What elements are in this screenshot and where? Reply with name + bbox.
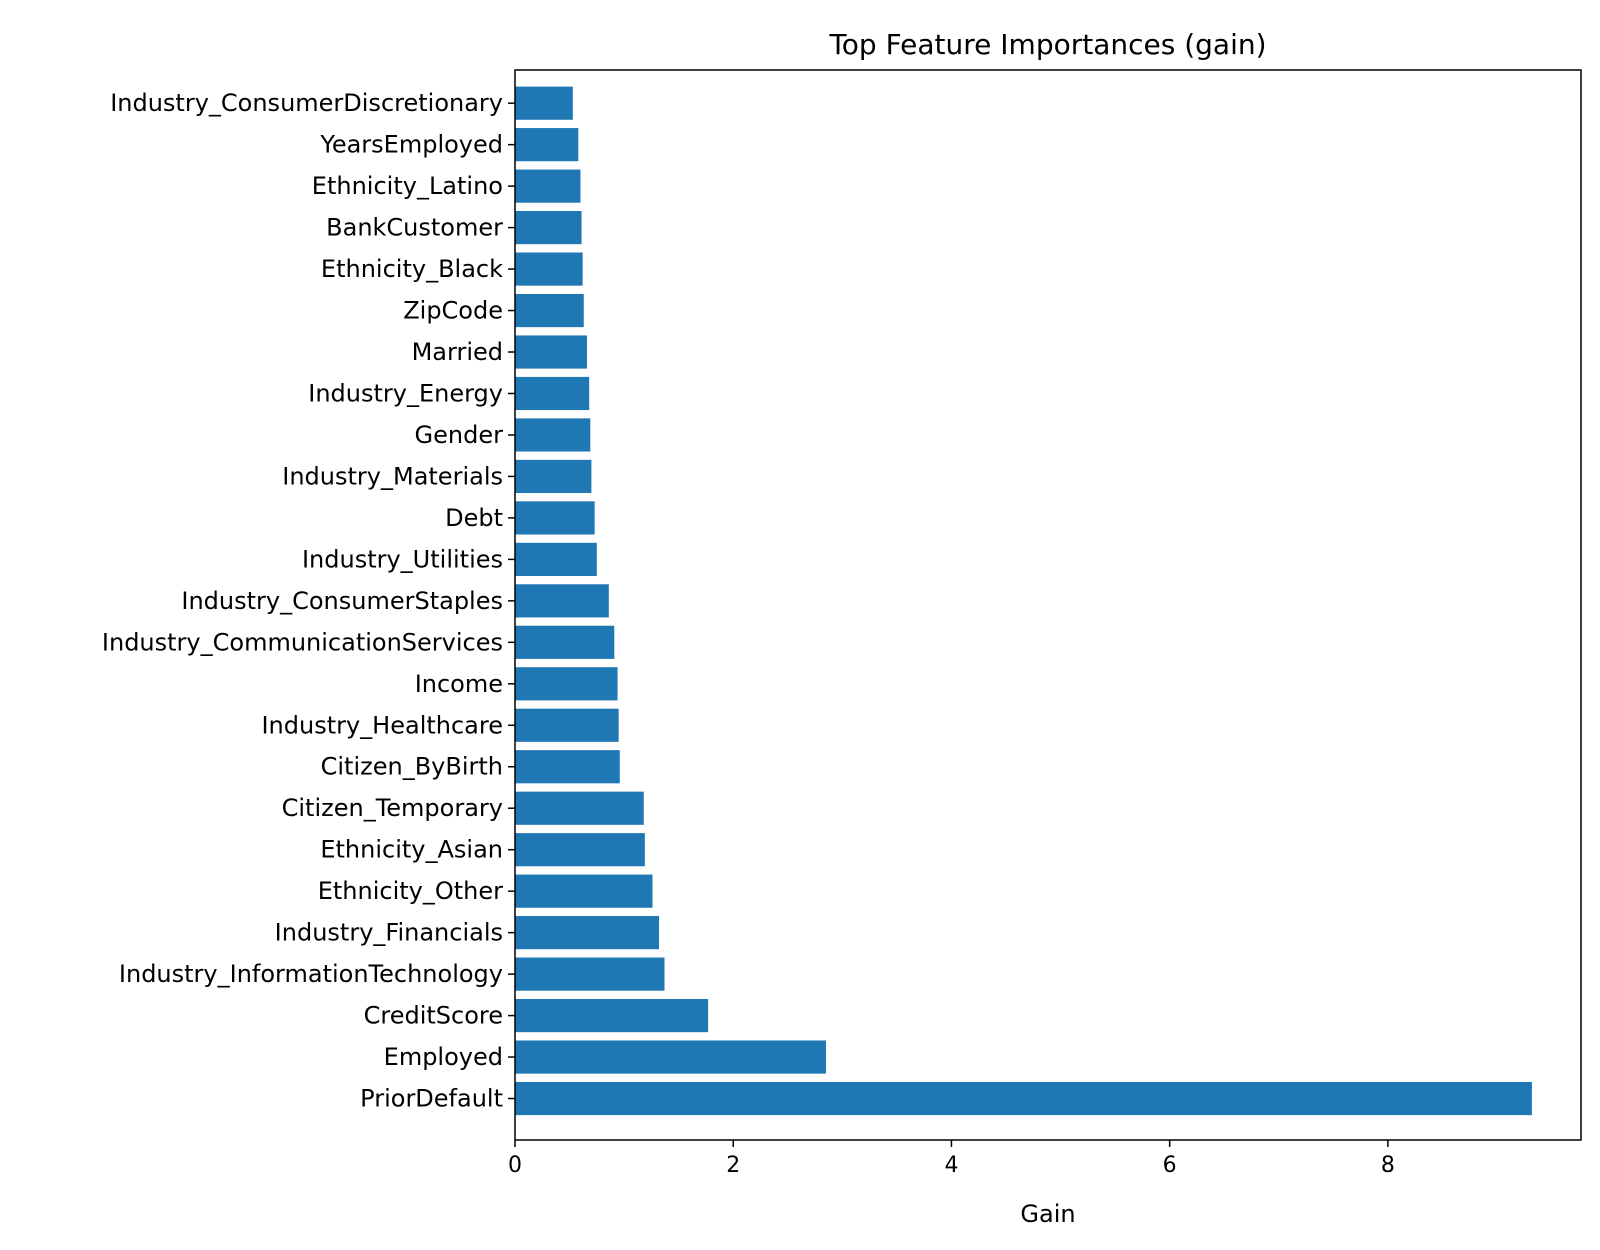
- y-label-citizen-bybirth: Citizen_ByBirth: [321, 753, 503, 781]
- bar-ethnicity-latino: [515, 169, 581, 203]
- bar-employed: [515, 1040, 826, 1074]
- chart-title: Top Feature Importances (gain): [828, 28, 1266, 61]
- bar-industry-materials: [515, 459, 592, 494]
- y-label-industry-financials: Industry_Financials: [275, 919, 503, 947]
- bar-citizen-temporary: [515, 791, 644, 825]
- y-label-industry-utilities: Industry_Utilities: [302, 545, 503, 573]
- bar-gender: [515, 418, 591, 452]
- bar-industry-consumerdiscretionary: [515, 86, 573, 120]
- x-axis-ticks: 0 2 4 6 8: [508, 1140, 1395, 1178]
- bar-industry-informationtechnology: [515, 957, 665, 991]
- y-label-gender: Gender: [415, 421, 504, 449]
- bar-bankcustomer: [515, 211, 582, 245]
- x-tick-label: 0: [508, 1153, 522, 1178]
- y-label-industry-communicationservices: Industry_CommunicationServices: [102, 628, 503, 656]
- y-label-income: Income: [415, 670, 503, 698]
- y-label-ethnicity-latino: Ethnicity_Latino: [312, 172, 503, 200]
- bar-citizen-bybirth: [515, 750, 620, 784]
- bar-industry-energy: [515, 376, 590, 411]
- y-label-debt: Debt: [445, 504, 503, 532]
- bar-industry-consumerstaples: [515, 584, 609, 618]
- bar-married: [515, 335, 588, 369]
- y-label-citizen-temporary: Citizen_Temporary: [282, 794, 503, 822]
- y-label-zipcode: ZipCode: [403, 297, 503, 325]
- y-label-bankcustomer: BankCustomer: [326, 214, 503, 242]
- y-label-ethnicity-asian: Ethnicity_Asian: [320, 836, 503, 864]
- x-axis-title: Gain: [1020, 1200, 1075, 1228]
- x-tick-label: 2: [726, 1153, 740, 1178]
- x-tick-label: 6: [1163, 1153, 1177, 1178]
- bar-creditscore: [515, 998, 709, 1033]
- x-tick-label: 8: [1381, 1153, 1395, 1178]
- x-tick-label: 4: [944, 1153, 958, 1178]
- y-label-employed: Employed: [384, 1043, 503, 1071]
- y-label-yearsemployed: YearsEmployed: [319, 131, 503, 159]
- y-axis-labels: PriorDefault Employed CreditScore Industry_…: [102, 89, 515, 1113]
- plot-frame: [514, 69, 1582, 1141]
- bar-industry-financials: [515, 916, 660, 950]
- y-label-ethnicity-other: Ethnicity_Other: [318, 877, 503, 905]
- y-label-creditscore: CreditScore: [364, 1002, 503, 1030]
- y-label-industry-informationtechnology: Industry_InformationTechnology: [119, 960, 503, 988]
- bar-ethnicity-black: [515, 252, 583, 286]
- bar-yearsemployed: [515, 128, 579, 162]
- y-label-industry-materials: Industry_Materials: [282, 462, 503, 490]
- bar-industry-healthcare: [515, 708, 619, 742]
- bar-industry-utilities: [515, 542, 597, 576]
- bar-ethnicity-other: [515, 874, 653, 908]
- bar-industry-communicationservices: [515, 625, 615, 659]
- y-label-priordefault: PriorDefault: [360, 1085, 503, 1113]
- y-label-industry-healthcare: Industry_Healthcare: [261, 711, 503, 739]
- y-label-industry-consumerstaples: Industry_ConsumerStaples: [181, 587, 503, 615]
- bars-group: [515, 86, 1532, 1116]
- y-label-industry-energy: Industry_Energy: [308, 379, 503, 407]
- bar-debt: [515, 501, 595, 535]
- y-label-ethnicity-black: Ethnicity_Black: [321, 255, 503, 283]
- bar-priordefault: [515, 1081, 1532, 1116]
- bar-ethnicity-asian: [515, 833, 645, 867]
- bar-zipcode: [515, 293, 584, 328]
- bar-income: [515, 667, 618, 701]
- y-label-married: Married: [412, 338, 503, 366]
- y-label-industry-consumerdiscretionary: Industry_ConsumerDiscretionary: [110, 89, 503, 117]
